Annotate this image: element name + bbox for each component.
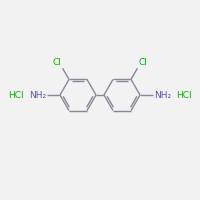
Text: Cl: Cl <box>53 58 62 67</box>
Text: NH₂: NH₂ <box>154 90 171 99</box>
Text: HCl: HCl <box>176 90 192 99</box>
Text: HCl: HCl <box>8 90 24 99</box>
Text: NH₂: NH₂ <box>29 90 46 99</box>
Text: Cl: Cl <box>138 58 147 67</box>
